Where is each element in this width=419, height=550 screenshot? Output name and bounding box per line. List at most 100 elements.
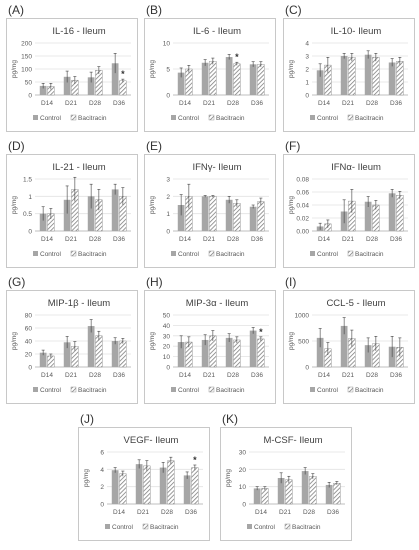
y-tick-label: 2 [100,484,104,491]
error-bar [350,329,354,347]
error-bar [227,333,231,343]
y-axis-label: pg/mg [149,60,156,78]
y-tick-label: 5 [166,67,170,74]
legend: Control Bacitracin [171,386,245,394]
significance-mark: * [235,52,239,62]
error-bar [335,481,339,485]
x-tick-label: D28 [366,236,378,243]
legend-label-bacitracin: Bacitracin [150,524,179,531]
y-tick-label: 3 [166,177,170,184]
error-bar [65,336,69,349]
legend-label-bacitracin: Bacitracin [78,251,107,258]
chart-svg: IFNγ- Ileum 0 1 2 3 pg/mg D14 D21 D28 D36 Control B… [149,162,269,258]
x-tick-label: D14 [179,236,191,243]
y-tick-label: 200 [21,41,32,48]
bar-bacitracin [257,338,265,368]
legend-label-control: Control [40,115,62,122]
legend-swatch-bacitracin [208,386,215,393]
chart-ccl5-ileum: CCL-5 - Ileum 0 500 1000 pg/mg D14 D21 D28 D36 Co… [283,290,415,404]
error-bar [398,191,402,200]
error-bar [113,183,117,195]
x-tick-label: D21 [65,236,77,243]
x-tick-label: D14 [113,509,125,516]
legend-label-bacitracin: Bacitracin [216,115,245,122]
error-bar [374,200,378,210]
x-tick-label: D28 [227,236,239,243]
legend-label-control: Control [178,387,200,394]
bar-control [316,337,324,367]
x-tick-label: D36 [185,509,197,516]
error-bar [366,337,370,353]
x-tick-label: D28 [303,509,315,516]
bar-control [301,471,309,504]
bar-control [63,199,71,231]
error-bar [193,464,197,471]
bar-bacitracin [119,473,127,505]
x-tick-label: D36 [251,236,263,243]
error-bar [235,199,239,207]
bar-control [316,70,324,95]
error-bar [366,50,370,59]
x-tick-label: D21 [342,100,354,107]
x-tick-label: D36 [113,100,125,107]
error-bar [318,63,322,77]
y-tick-label: 0.08 [296,177,309,184]
error-bar [113,337,117,345]
error-bar [326,342,330,356]
chart-title: IL-21 - Ileum [52,162,105,173]
legend: Control Bacitracin [33,114,107,122]
chart-title: IL-10- Ileum [331,26,382,37]
panel-label-a: (A) [8,3,24,17]
chart-svg: MIP-1β - Ileum 0 20 40 60 80 pg/mg D14 D21 D28 D36… [11,298,131,394]
x-tick-label: D14 [318,372,330,379]
y-axis-label: pg/mg [149,196,156,214]
y-tick-label: 60 [25,326,33,333]
y-axis-label: pg/mg [149,332,156,350]
legend-swatch-control [171,115,176,120]
error-bar [251,204,255,209]
error-bar [179,194,183,216]
legend: Control Bacitracin [171,250,245,258]
x-tick-label: D14 [41,100,53,107]
bar-control [388,62,396,95]
error-bar [49,83,53,90]
error-bar [179,67,183,78]
error-bar [89,319,93,333]
legend-swatch-control [310,115,315,120]
panel-label-b: (B) [146,3,162,17]
legend: Control Bacitracin [247,523,321,531]
error-bar [235,61,239,66]
error-bar [227,196,231,204]
error-bar [251,61,255,67]
chart-svg: VEGF- Ileum 0 2 4 6 pg/mg D14 D21 D28 D36 * Control… [83,435,203,531]
error-bar [41,206,45,221]
legend-swatch-control [247,524,252,529]
y-tick-label: 0.02 [296,216,309,223]
error-bar [41,349,45,356]
x-tick-label: D28 [227,372,239,379]
chart-il16-ileum: IL-16 - Ileum 0 50 100 150 200 pg/mg D14 D21 D28 D… [6,18,138,132]
y-axis-label: pg/mg [83,469,90,487]
bar-control [249,330,257,367]
chart-svg: IL-21 - Ileum 0 0.5 1 1.5 pg/mg D14 D21 D28 D36 Co… [11,162,131,258]
bar-bacitracin [119,80,127,96]
legend-label-bacitracin: Bacitracin [355,387,384,394]
x-tick-label: D28 [89,236,101,243]
x-tick-label: D21 [342,236,354,243]
y-tick-label: 10 [163,354,171,361]
x-tick-label: D14 [318,100,330,107]
x-tick-label: D36 [113,372,125,379]
error-bar [187,336,191,348]
legend-label-bacitracin: Bacitracin [355,115,384,122]
significance-mark: * [259,327,263,337]
chart-title: VEGF- Ileum [124,435,179,446]
x-tick-label: D28 [89,100,101,107]
x-tick-label: D36 [327,509,339,516]
y-tick-label: 40 [25,339,33,346]
y-tick-label: 30 [163,333,171,340]
error-bar [259,336,263,341]
x-tick-label: D21 [137,509,149,516]
legend-label-bacitracin: Bacitracin [78,387,107,394]
y-tick-label: 4 [100,467,104,474]
legend: Control Bacitracin [171,114,245,122]
